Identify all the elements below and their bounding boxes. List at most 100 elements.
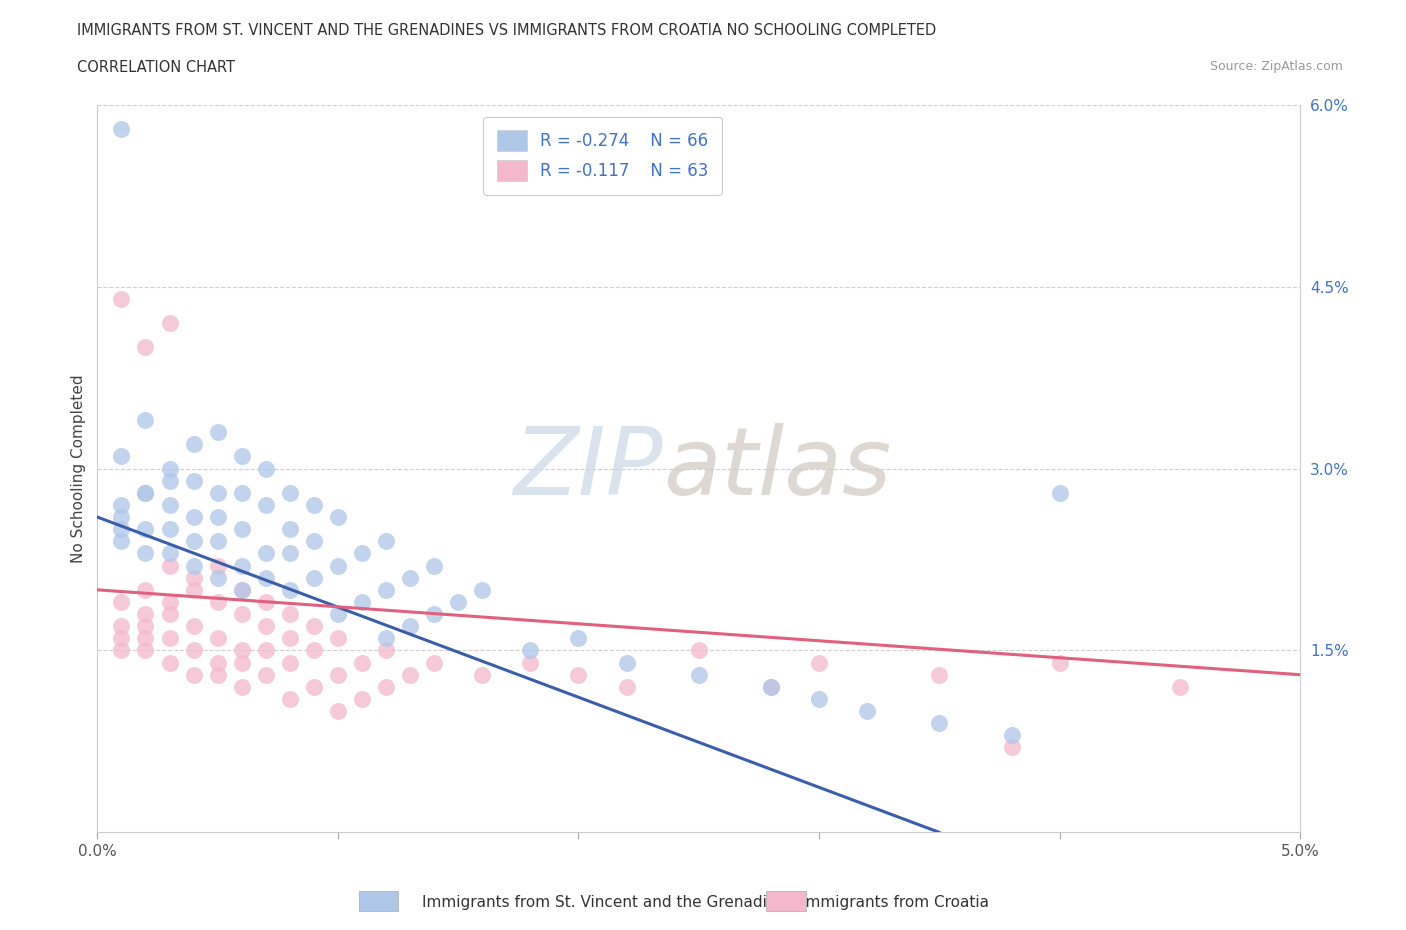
Point [326,606,349,621]
Point [159,522,181,537]
Point [134,485,156,500]
Point [326,668,349,683]
Point [207,655,229,670]
Point [231,558,253,573]
Point [423,558,446,573]
Point [375,631,398,645]
Point [399,570,422,585]
Point [254,461,277,476]
Point [567,668,589,683]
Point [110,643,132,658]
Point [278,546,301,561]
Point [278,692,301,707]
Point [159,498,181,512]
Point [423,606,446,621]
Point [856,704,879,719]
Point [375,534,398,549]
Text: CORRELATION CHART: CORRELATION CHART [77,60,235,75]
Point [375,582,398,597]
Point [808,692,831,707]
Point [326,704,349,719]
Point [183,618,205,633]
Point [231,582,253,597]
Point [375,680,398,695]
Point [134,582,156,597]
Point [110,522,132,537]
Point [399,668,422,683]
Point [110,534,132,549]
Point [688,668,710,683]
Point [134,618,156,633]
Point [183,534,205,549]
Point [278,631,301,645]
Point [567,631,589,645]
Point [183,510,205,525]
Point [183,668,205,683]
Point [207,594,229,609]
Point [110,618,132,633]
Point [110,291,132,306]
Point [159,631,181,645]
Point [134,643,156,658]
Point [928,716,950,731]
Point [134,546,156,561]
Point [207,558,229,573]
Point [519,643,541,658]
Point [1168,680,1191,695]
Point [471,582,494,597]
Text: Source: ZipAtlas.com: Source: ZipAtlas.com [1209,60,1343,73]
Point [159,546,181,561]
Legend: R = -0.274    N = 66, R = -0.117    N = 63: R = -0.274 N = 66, R = -0.117 N = 63 [484,116,721,194]
Point [159,473,181,488]
Point [254,498,277,512]
Point [231,522,253,537]
Point [399,618,422,633]
Point [159,655,181,670]
Point [759,680,782,695]
Point [616,655,638,670]
Point [375,643,398,658]
Point [254,618,277,633]
Point [302,643,325,658]
Point [110,449,132,464]
Point [134,339,156,354]
Point [254,570,277,585]
Point [254,546,277,561]
Point [231,680,253,695]
Point [278,522,301,537]
Point [231,582,253,597]
Point [254,643,277,658]
Point [688,643,710,658]
Point [350,655,373,670]
Text: ZIP: ZIP [513,423,662,514]
Point [302,498,325,512]
Point [471,668,494,683]
Text: atlas: atlas [662,423,891,514]
Point [183,473,205,488]
Point [326,631,349,645]
Point [231,485,253,500]
Point [231,655,253,670]
Point [110,122,132,137]
Point [183,570,205,585]
Point [302,680,325,695]
Point [207,425,229,440]
Point [350,546,373,561]
Point [350,692,373,707]
Point [183,643,205,658]
Point [254,668,277,683]
Point [1049,485,1071,500]
Point [134,413,156,428]
Point [231,449,253,464]
Point [278,485,301,500]
Text: Immigrants from St. Vincent and the Grenadines: Immigrants from St. Vincent and the Gren… [422,895,794,910]
Point [159,315,181,330]
Point [207,631,229,645]
Point [231,606,253,621]
Point [302,618,325,633]
Point [302,570,325,585]
Point [110,631,132,645]
Point [110,510,132,525]
Point [231,643,253,658]
Point [808,655,831,670]
